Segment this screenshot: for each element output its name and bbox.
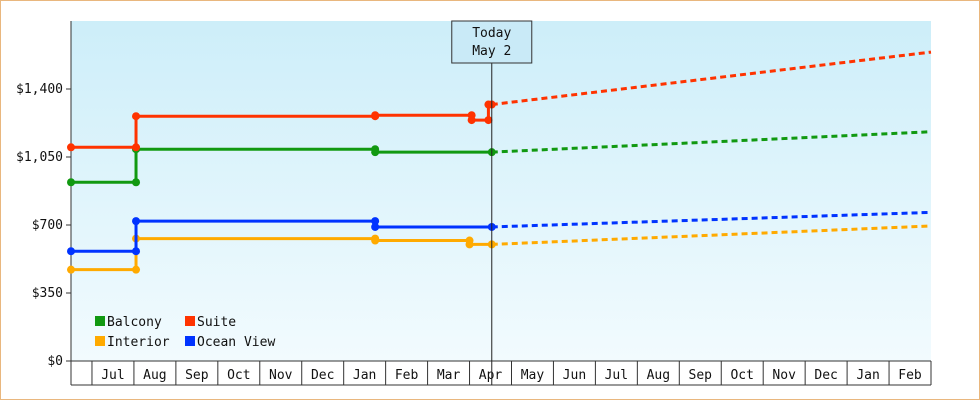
x-tick-label: Aug [143,368,166,383]
data-point [132,265,141,274]
legend-swatch [185,336,195,346]
x-tick-label: Jan [353,368,376,383]
data-point [132,178,141,187]
y-tick-label: $350 [32,286,63,301]
x-tick-label: Oct [730,368,753,383]
legend-swatch [95,316,105,326]
x-tick-label: Feb [395,368,419,383]
data-point [371,148,380,157]
x-tick-label: Feb [898,368,922,383]
today-box [451,20,533,64]
data-point [465,240,474,249]
data-point [467,116,476,125]
x-tick-label: Apr [479,368,503,383]
data-point [67,247,75,256]
today-marker: Today May 2 [451,20,533,385]
y-tick-label: $1,400 [16,82,63,97]
data-point [371,217,380,226]
x-tick-label: Jul [101,368,124,383]
legend-item-balcony: Balcony [95,315,162,330]
x-tick-label: Jan [856,368,879,383]
series-layer [67,50,932,274]
x-tick-label: Jun [563,368,586,383]
x-tick-label: Dec [311,368,334,383]
legend-item-suite: Suite [185,315,236,330]
x-tick-label: Sep [185,368,209,383]
data-point [67,178,75,187]
data-point [484,116,493,125]
x-tick-label: Mar [437,368,461,383]
x-tick-label: Sep [689,368,713,383]
series-line [71,103,492,149]
legend-label: Balcony [107,315,162,330]
x-tick-label: Oct [227,368,250,383]
legend-swatch [95,336,105,346]
x-tick-label: Jul [605,368,628,383]
y-tick-label: $1,050 [16,150,63,165]
x-tick-label: May [521,368,545,383]
data-point [132,112,141,121]
legend-item-interior: Interior [95,335,170,350]
forecast-line [491,210,932,229]
series-ocean-view [67,210,932,256]
series-balcony [67,130,932,187]
legend-label: Suite [197,315,236,330]
forecast-line [491,50,932,107]
y-tick-label: $700 [32,218,63,233]
data-point [132,143,141,152]
series-line [71,147,492,184]
x-tick-label: Nov [772,368,796,383]
data-point [371,222,380,231]
series-suite [67,50,932,152]
today-label: Today [472,26,511,41]
today-date: May 2 [472,44,511,59]
y-tick-label: $0 [47,354,63,369]
forecast-line [491,224,932,246]
x-tick-label: Nov [269,368,293,383]
legend-label: Ocean View [197,335,275,350]
x-tick-label: Aug [647,368,670,383]
data-point [371,111,380,120]
forecast-line [491,130,932,154]
legend-swatch [185,316,195,326]
legend: Balcony Suite Interior Ocean View [95,315,275,350]
data-point [67,143,75,152]
series-line [71,219,492,253]
data-point [371,236,380,245]
data-point [132,217,141,226]
series-interior [67,224,932,274]
data-point [132,247,141,256]
data-point [67,265,75,274]
axes: $0 $350 $700 $1,050 $1,400 Jul Aug Sep Oct Nov Dec… [16,21,932,386]
x-tick-label: Dec [814,368,837,383]
legend-label: Interior [107,335,170,350]
plot-area [71,21,931,361]
legend-item-ocean-view: Ocean View [185,335,275,350]
